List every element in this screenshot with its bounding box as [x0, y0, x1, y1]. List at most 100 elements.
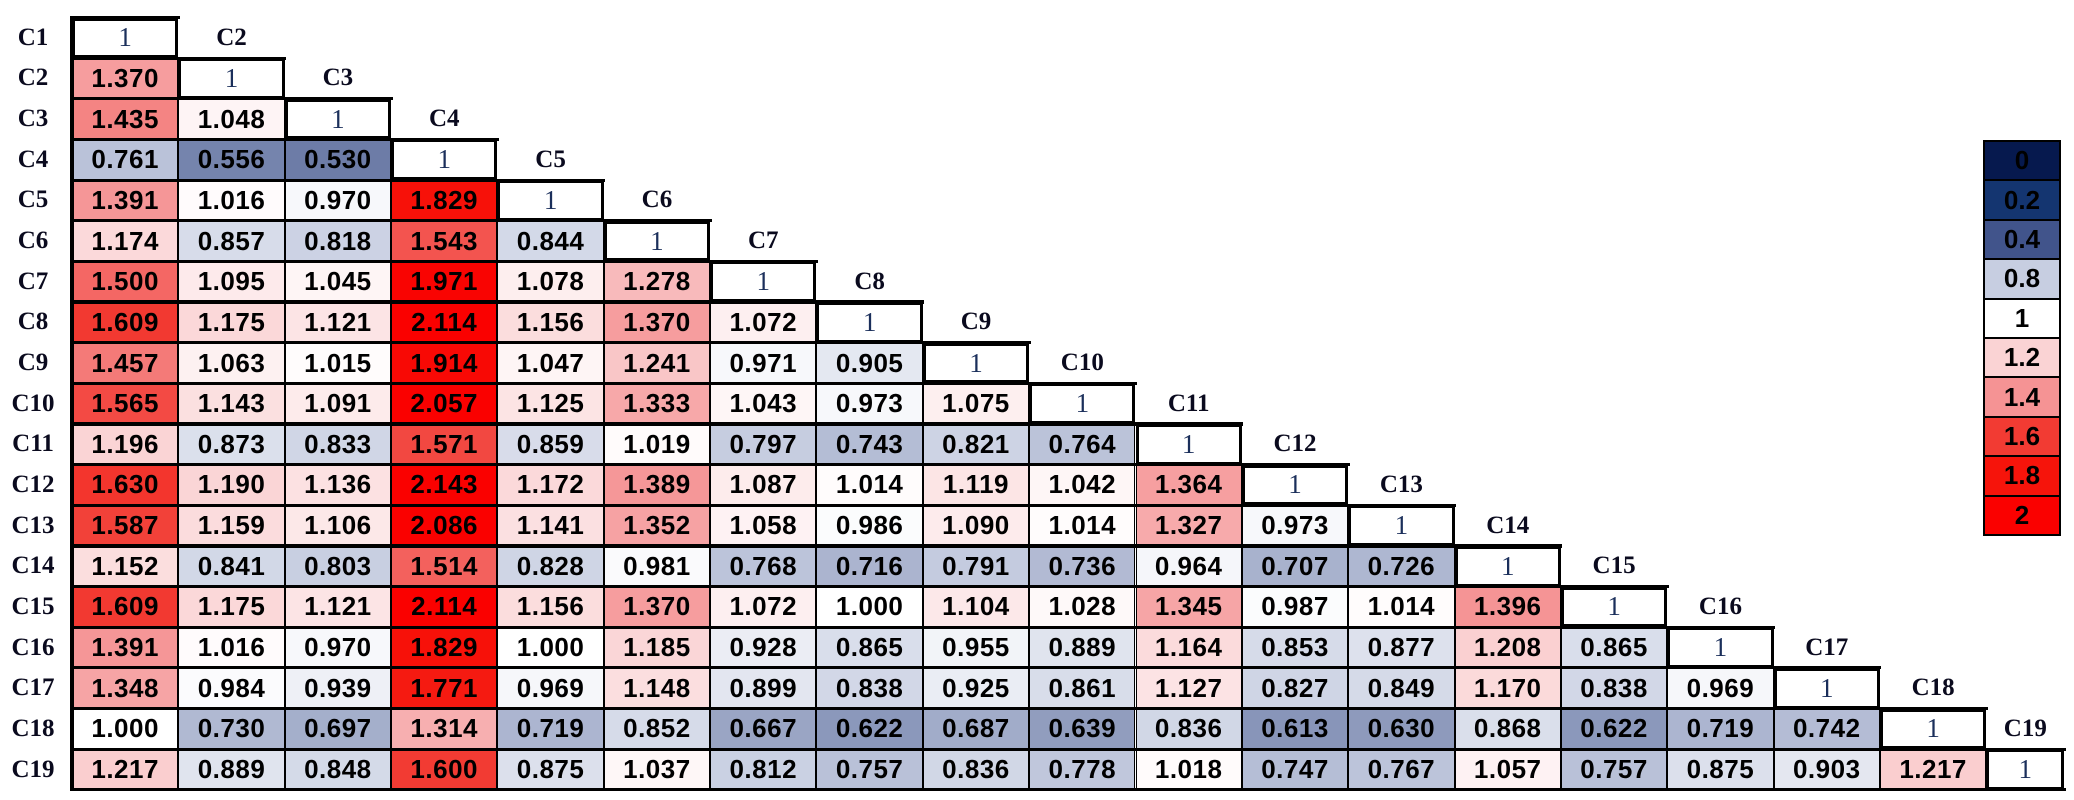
legend-cell: 1.4	[1983, 376, 2061, 418]
matrix-cell: 1.391	[72, 180, 179, 221]
grid-thick-line	[70, 300, 925, 304]
matrix-cell: 1.156	[497, 302, 604, 343]
matrix-cell: 0.613	[1241, 708, 1349, 750]
grid-thick-line	[70, 788, 2066, 792]
row-label: C14	[11, 552, 55, 580]
matrix-cell: 0.726	[1348, 545, 1455, 587]
matrix-cell: 1.391	[72, 627, 179, 668]
grid-thick-line	[70, 178, 606, 182]
row-label: C15	[11, 592, 55, 620]
matrix-cell: 0.853	[1241, 627, 1349, 668]
matrix-cell: 2.114	[391, 586, 498, 628]
matrix-cell: 1.045	[284, 261, 392, 303]
matrix-cell: 0.530	[284, 139, 392, 181]
matrix-cell: 1.152	[72, 545, 179, 587]
matrix-cell: 1.057	[1454, 749, 1561, 790]
column-header: C11	[1167, 389, 1210, 417]
diagonal-cell: 1	[1241, 464, 1349, 506]
matrix-cell: 1.019	[603, 424, 711, 465]
matrix-cell: 1.125	[497, 383, 604, 424]
row-label: C16	[11, 633, 55, 661]
matrix-cell: 0.716	[816, 545, 923, 587]
row-label: C8	[17, 308, 49, 336]
matrix-cell: 1.217	[72, 749, 179, 790]
matrix-cell: 1.141	[497, 505, 604, 546]
column-header: C18	[1911, 674, 1955, 702]
matrix-cell: 1.159	[178, 505, 285, 546]
matrix-cell: 1.148	[603, 667, 711, 709]
matrix-cell: 0.687	[922, 708, 1030, 750]
legend-cell: 0.4	[1983, 218, 2061, 261]
column-header: C10	[1060, 349, 1104, 376]
matrix-cell: 1.014	[1348, 586, 1455, 628]
diagonal-cell: 1	[603, 220, 711, 262]
matrix-cell: 0.848	[284, 749, 392, 790]
row-label: C11	[12, 430, 54, 458]
matrix-cell: 1.352	[603, 505, 711, 546]
column-header: C5	[535, 145, 566, 173]
matrix-cell: 0.865	[816, 627, 923, 668]
matrix-cell: 0.877	[1348, 627, 1455, 668]
matrix-cell: 1.914	[391, 342, 498, 384]
matrix-cell: 0.928	[710, 627, 817, 668]
matrix-cell: 0.970	[284, 627, 392, 668]
matrix-cell: 0.971	[710, 342, 817, 384]
matrix-cell: 0.844	[497, 220, 604, 262]
matrix-cell: 0.812	[710, 749, 817, 790]
matrix-cell: 1.072	[710, 302, 817, 343]
matrix-cell: 0.719	[1667, 708, 1774, 750]
matrix-cell: 0.859	[497, 424, 604, 465]
matrix-cell: 0.667	[710, 708, 817, 750]
matrix-cell: 1.014	[1029, 505, 1136, 546]
matrix-cell: 1.771	[391, 667, 498, 709]
matrix-cell: 0.757	[816, 749, 923, 790]
matrix-cell: 1.136	[284, 464, 392, 506]
grid-thick-line	[70, 463, 1350, 467]
matrix-cell: 1.514	[391, 545, 498, 587]
matrix-cell: 1.172	[497, 464, 604, 506]
matrix-cell: 1.170	[1454, 667, 1561, 709]
matrix-cell: 1.435	[72, 98, 179, 140]
matrix-cell: 0.939	[284, 667, 392, 709]
matrix-cell: 1.241	[603, 342, 711, 384]
matrix-cell: 1.000	[72, 708, 179, 750]
legend-cell: 1.8	[1983, 455, 2061, 497]
diagonal-cell: 1	[1348, 505, 1455, 546]
matrix-cell: 0.707	[1241, 545, 1349, 587]
grid-thick-line	[70, 259, 818, 263]
matrix-cell: 1.609	[72, 586, 179, 628]
grid-thick-line	[70, 706, 1988, 711]
row-label: C10	[11, 389, 55, 417]
matrix-cell: 1.370	[603, 302, 711, 343]
matrix-cell: 0.838	[1560, 667, 1668, 709]
matrix-cell: 1.314	[391, 708, 498, 750]
matrix-cell: 0.821	[922, 424, 1030, 465]
matrix-cell: 0.973	[816, 383, 923, 424]
matrix-cell: 0.719	[497, 708, 604, 750]
matrix-cell: 1.609	[72, 302, 179, 343]
matrix-cell: 1.156	[497, 586, 604, 628]
matrix-cell: 1.090	[922, 505, 1030, 546]
matrix-cell: 1.327	[1135, 505, 1242, 546]
column-header: C16	[1698, 592, 1742, 620]
matrix-cell: 0.757	[1560, 749, 1668, 790]
diagonal-cell: 1	[816, 302, 923, 343]
matrix-cell: 0.875	[497, 749, 604, 790]
diagonal-cell: 1	[710, 261, 817, 303]
diagonal-cell: 1	[284, 98, 392, 140]
matrix-cell: 0.742	[1773, 708, 1880, 750]
matrix-cell: 1.348	[72, 667, 179, 709]
matrix-cell: 0.868	[1454, 708, 1561, 750]
matrix-cell: 1.037	[603, 749, 711, 790]
matrix-cell: 0.622	[1560, 708, 1668, 750]
matrix-cell: 0.865	[1560, 627, 1668, 668]
matrix-cell: 1.370	[603, 586, 711, 628]
column-header: C3	[322, 64, 354, 92]
grid-thick-line	[70, 341, 1031, 345]
matrix-cell: 0.889	[1029, 627, 1136, 668]
matrix-cell: 1.278	[603, 261, 711, 303]
matrix-cell: 1.015	[284, 342, 392, 384]
matrix-cell: 1.028	[1029, 586, 1136, 628]
matrix-cell: 1.389	[603, 464, 711, 506]
matrix-cell: 1.571	[391, 424, 498, 465]
